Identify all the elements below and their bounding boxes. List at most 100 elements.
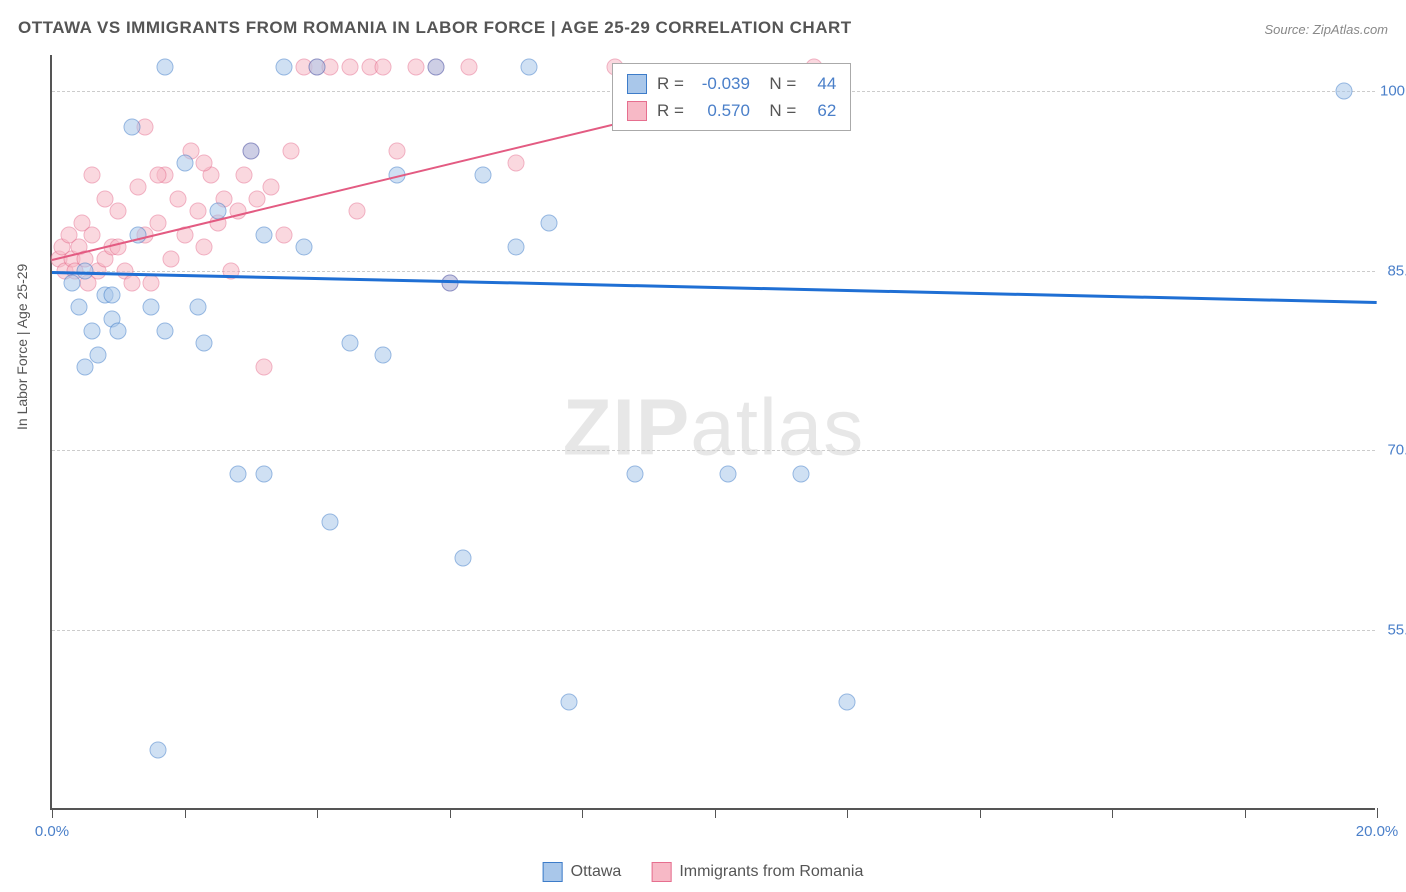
scatter-point-blue [150,742,167,759]
scatter-point-blue [507,238,524,255]
scatter-point-blue [309,58,326,75]
scatter-point-pink [83,166,100,183]
scatter-point-blue [627,466,644,483]
legend-label-romania: Immigrants from Romania [679,863,863,881]
y-tick-label: 85.0% [1380,262,1406,279]
scatter-point-pink [130,178,147,195]
pink-swatch-icon [627,101,647,121]
scatter-point-blue [176,154,193,171]
scatter-point-blue [428,58,445,75]
scatter-point-pink [163,250,180,267]
x-tick [52,808,53,818]
x-tick [317,808,318,818]
x-tick [1112,808,1113,818]
y-tick-label: 100.0% [1380,82,1406,99]
scatter-point-blue [375,346,392,363]
x-tick-label: 0.0% [35,823,69,840]
scatter-point-blue [295,238,312,255]
scatter-point-pink [249,190,266,207]
scatter-point-blue [454,550,471,567]
legend-item-ottawa: Ottawa [543,862,622,882]
blue-swatch-icon [543,862,563,882]
watermark-light: atlas [690,382,864,471]
scatter-point-pink [150,166,167,183]
x-tick [185,808,186,818]
scatter-point-pink [196,154,213,171]
scatter-point-blue [90,346,107,363]
scatter-point-pink [256,358,273,375]
stats-row-pink: R = 0.570 N = 62 [627,97,836,124]
scatter-point-blue [521,58,538,75]
gridline [52,271,1375,272]
scatter-point-blue [792,466,809,483]
watermark-bold: ZIP [563,382,690,471]
scatter-point-blue [123,118,140,135]
scatter-point-pink [348,202,365,219]
scatter-point-blue [275,58,292,75]
n-label: N = [760,97,796,124]
scatter-point-blue [256,466,273,483]
scatter-point-blue [719,466,736,483]
scatter-point-blue [70,298,87,315]
scatter-point-blue [156,58,173,75]
scatter-point-blue [83,322,100,339]
x-tick [980,808,981,818]
scatter-point-pink [143,274,160,291]
n-label: N = [760,70,796,97]
scatter-point-pink [110,202,127,219]
plot-area: ZIPatlas 55.0%70.0%85.0%100.0%0.0%20.0% … [50,55,1375,810]
scatter-point-pink [262,178,279,195]
watermark: ZIPatlas [563,381,864,473]
scatter-point-pink [461,58,478,75]
scatter-point-pink [150,214,167,231]
chart-title: OTTAWA VS IMMIGRANTS FROM ROMANIA IN LAB… [18,18,852,38]
scatter-point-blue [229,466,246,483]
scatter-point-pink [97,190,114,207]
scatter-point-pink [408,58,425,75]
scatter-point-blue [342,334,359,351]
n-value-blue: 44 [806,70,836,97]
y-axis-label: In Labor Force | Age 25-29 [14,264,30,430]
scatter-point-blue [322,514,339,531]
scatter-point-pink [388,142,405,159]
bottom-legend: Ottawa Immigrants from Romania [543,862,864,882]
n-value-pink: 62 [806,97,836,124]
x-tick [450,808,451,818]
scatter-point-blue [560,694,577,711]
gridline [52,450,1375,451]
x-tick [1377,808,1378,818]
scatter-point-pink [123,274,140,291]
r-value-pink: 0.570 [694,97,750,124]
scatter-point-blue [540,214,557,231]
r-label: R = [657,97,684,124]
gridline [52,630,1375,631]
x-tick-label: 20.0% [1356,823,1399,840]
scatter-point-blue [63,274,80,291]
scatter-point-blue [256,226,273,243]
source-attribution: Source: ZipAtlas.com [1264,22,1388,37]
scatter-point-pink [282,142,299,159]
x-tick [1245,808,1246,818]
r-label: R = [657,70,684,97]
legend-item-romania: Immigrants from Romania [651,862,863,882]
y-tick-label: 70.0% [1380,442,1406,459]
scatter-point-blue [156,322,173,339]
x-tick [582,808,583,818]
scatter-point-pink [236,166,253,183]
scatter-point-pink [507,154,524,171]
pink-swatch-icon [651,862,671,882]
stats-row-blue: R = -0.039 N = 44 [627,70,836,97]
scatter-point-pink [189,202,206,219]
scatter-point-blue [189,298,206,315]
scatter-point-blue [103,286,120,303]
scatter-point-pink [169,190,186,207]
stats-box: R = -0.039 N = 44 R = 0.570 N = 62 [612,63,851,131]
scatter-point-blue [196,334,213,351]
scatter-point-pink [275,226,292,243]
scatter-point-blue [839,694,856,711]
scatter-point-pink [375,58,392,75]
scatter-point-pink [83,226,100,243]
scatter-point-blue [474,166,491,183]
scatter-point-pink [196,238,213,255]
scatter-point-blue [110,322,127,339]
